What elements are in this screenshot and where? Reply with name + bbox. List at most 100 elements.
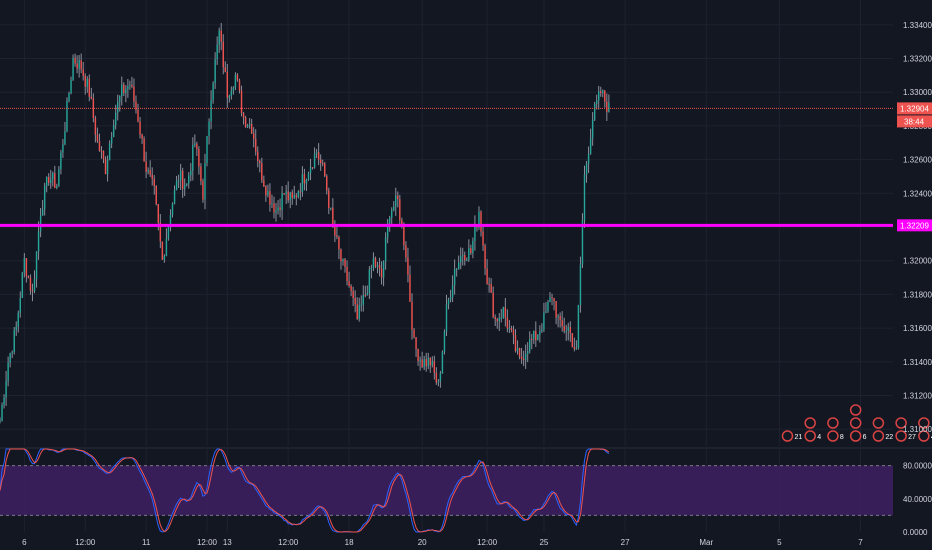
candle-body [364,295,367,297]
candle-body [431,361,434,366]
time-tick-label: 13 [223,538,232,547]
oscillator-tick-label: 40.0000 [903,495,932,504]
candle-body [480,211,482,232]
candle-body [551,297,553,299]
candle-body [153,179,155,187]
candle-body [484,245,486,269]
candle-body [563,326,565,331]
candle-body [559,316,561,321]
candle-body [459,256,462,263]
candle-body [117,101,119,113]
candle-body [33,279,36,292]
candle-body [135,101,137,111]
candle-body [200,166,202,182]
candle-body [352,290,354,298]
candle-body [269,191,271,205]
candle-body [376,264,379,267]
candle-body [17,312,19,327]
candle-body [232,87,235,91]
candle-body [348,281,350,287]
candle-body [317,152,320,160]
candle-body [399,199,401,221]
candle-body [518,347,521,357]
candle-body [486,268,488,284]
candle-body [529,339,531,352]
candle-body [569,327,572,334]
candle-body [567,327,569,331]
candle-body [202,181,204,200]
candle-body [305,179,308,184]
candle-body [539,331,541,335]
candle-body [429,357,431,366]
event-marker-count: 4 [817,434,821,441]
candle-body [595,100,598,105]
candle-body [285,191,287,195]
candle-body [386,223,389,238]
candle-body [167,225,170,239]
candle-body [214,59,216,84]
candle-body [321,163,324,165]
price-tick-label: 1.31600 [903,324,932,333]
levels [0,107,893,227]
candle-body [494,317,496,320]
oscillator-tick-label: 0.0000 [903,528,928,537]
candle-body [9,353,11,363]
candle-body [297,191,300,198]
candle-body [129,84,131,86]
candle-body [514,335,517,352]
event-marker-icon [895,430,907,442]
event-marker-count: 6 [863,434,867,441]
candle-body [417,348,419,362]
candle-body [602,90,604,94]
candle-body [455,269,458,271]
event-marker-icon [918,417,930,429]
candle-body [593,104,596,120]
candle-body [508,328,511,330]
price-tick-label: 1.33000 [903,88,932,97]
candle-body [372,258,375,269]
candle-body [190,170,192,176]
candle-body [72,57,74,80]
time-tick-label: 11 [142,538,151,547]
event-marker-icon [895,417,907,429]
candle-body [289,192,291,201]
event-marker-icon [918,430,930,442]
candle-body [541,329,543,332]
candle-body [31,290,34,292]
candle-body [183,185,186,189]
candle-body [82,69,84,76]
candle-body [255,138,257,152]
candle-body [104,159,107,175]
candle-body [299,191,302,193]
candle-body [338,236,340,250]
candle-body [112,125,115,138]
event-marker-icon [849,430,862,442]
candle-body [192,145,194,171]
candle-body [512,329,515,336]
candle-body [490,284,492,293]
event-marker-icon [827,417,839,429]
candle-body [307,173,310,180]
candle-body [68,93,70,101]
candle-body [248,124,251,126]
candle-body [291,192,293,199]
candle-body [234,74,237,88]
event-marker-count: 4 [931,434,932,441]
candle-body [571,333,574,348]
candle-body [54,172,56,189]
time-axis: 6 12:00 11 12:00 13 12:00 18 20 12:00 25 27 Mar 5 7 [22,538,863,547]
candle-body [435,372,438,383]
candle-body [159,222,162,242]
candle-body [358,305,360,319]
candle-body [478,211,480,228]
candle-body [524,354,527,361]
candle-body [577,305,580,348]
candle-body [261,163,263,181]
candle-body [29,277,32,291]
candle-body [240,90,243,113]
event-marker-count: 8 [840,434,844,441]
candle-body [41,209,44,216]
candle-body [206,136,208,164]
candle-body [47,176,50,183]
